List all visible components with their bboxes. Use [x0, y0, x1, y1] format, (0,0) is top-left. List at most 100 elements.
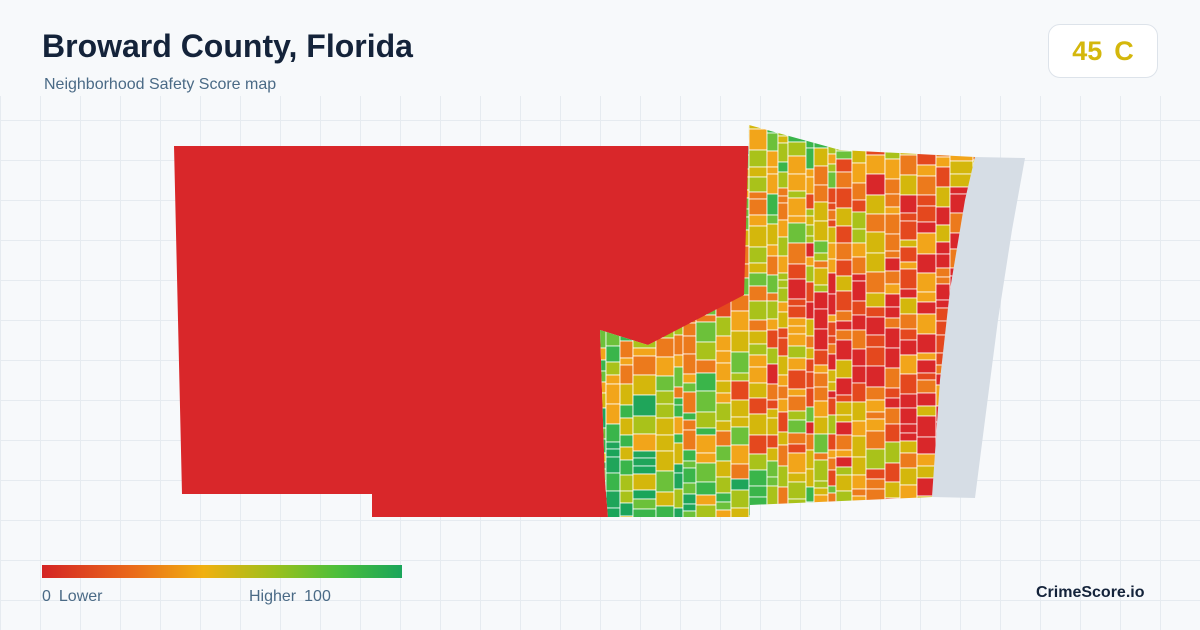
- census-tract[interactable]: [884, 327, 901, 349]
- census-tract[interactable]: [835, 359, 853, 379]
- census-tract[interactable]: [787, 155, 807, 175]
- census-tract[interactable]: [884, 122, 901, 141]
- census-tract[interactable]: [835, 414, 853, 423]
- census-tract[interactable]: [766, 417, 779, 436]
- census-tract[interactable]: [682, 382, 697, 393]
- census-tract[interactable]: [851, 211, 867, 230]
- census-tract[interactable]: [865, 173, 886, 196]
- census-tract[interactable]: [766, 399, 779, 410]
- census-tract[interactable]: [949, 122, 974, 142]
- census-tract[interactable]: [851, 495, 867, 505]
- census-tract[interactable]: [805, 468, 815, 488]
- census-tract[interactable]: [777, 444, 789, 467]
- census-tract[interactable]: [605, 403, 621, 425]
- census-tract[interactable]: [884, 347, 901, 369]
- census-tract[interactable]: [813, 480, 829, 489]
- census-tract[interactable]: [619, 357, 634, 366]
- census-tract[interactable]: [884, 139, 901, 160]
- census-tract[interactable]: [766, 485, 779, 506]
- census-tract[interactable]: [673, 366, 684, 388]
- census-tract[interactable]: [851, 256, 867, 275]
- census-tract[interactable]: [695, 494, 717, 506]
- census-tract[interactable]: [655, 390, 675, 405]
- census-tract[interactable]: [605, 122, 621, 134]
- census-tract[interactable]: [777, 398, 789, 413]
- census-tract[interactable]: [813, 139, 829, 149]
- west-region[interactable]: [174, 146, 749, 517]
- census-tract[interactable]: [777, 236, 789, 257]
- census-tract[interactable]: [787, 173, 807, 192]
- census-tract[interactable]: [673, 397, 684, 406]
- census-tract[interactable]: [916, 122, 937, 138]
- census-tract[interactable]: [884, 510, 901, 532]
- census-tract[interactable]: [766, 434, 779, 449]
- census-tract[interactable]: [787, 511, 807, 524]
- census-tract[interactable]: [865, 231, 886, 254]
- census-tract[interactable]: [972, 504, 982, 517]
- census-tract[interactable]: [673, 463, 684, 474]
- census-tract[interactable]: [695, 341, 717, 361]
- census-tract[interactable]: [766, 408, 779, 419]
- census-tract[interactable]: [805, 449, 815, 470]
- census-tract[interactable]: [777, 301, 789, 313]
- census-tract[interactable]: [899, 440, 918, 454]
- census-tract[interactable]: [899, 393, 918, 409]
- census-tract[interactable]: [805, 215, 815, 226]
- census-tract[interactable]: [899, 212, 918, 222]
- census-tract[interactable]: [777, 161, 789, 173]
- census-tract[interactable]: [899, 261, 918, 270]
- census-tract[interactable]: [619, 404, 634, 419]
- census-tract[interactable]: [715, 335, 732, 352]
- census-tract[interactable]: [851, 149, 867, 164]
- census-tract[interactable]: [884, 206, 901, 215]
- census-tract[interactable]: [605, 361, 621, 376]
- census-tract[interactable]: [787, 369, 807, 390]
- census-tract[interactable]: [805, 318, 815, 337]
- census-tract[interactable]: [598, 122, 607, 143]
- census-tract[interactable]: [813, 328, 829, 351]
- census-tract[interactable]: [787, 333, 807, 347]
- census-tract[interactable]: [813, 184, 829, 203]
- census-tract[interactable]: [813, 364, 829, 374]
- census-tract[interactable]: [935, 166, 951, 188]
- census-tract[interactable]: [766, 300, 779, 320]
- census-tract[interactable]: [715, 509, 732, 526]
- census-tract[interactable]: [748, 272, 768, 287]
- census-tract[interactable]: [777, 327, 789, 339]
- census-tract[interactable]: [835, 434, 853, 451]
- census-tract[interactable]: [813, 511, 829, 525]
- census-tract[interactable]: [605, 472, 621, 492]
- census-tract[interactable]: [682, 503, 697, 512]
- census-tract[interactable]: [766, 460, 779, 478]
- census-tract[interactable]: [851, 228, 867, 244]
- census-tract[interactable]: [827, 449, 837, 459]
- census-tract[interactable]: [916, 495, 937, 517]
- census-tract[interactable]: [787, 278, 807, 300]
- census-tract[interactable]: [777, 411, 789, 433]
- census-tract[interactable]: [777, 142, 789, 163]
- census-tract[interactable]: [777, 507, 789, 525]
- census-tract[interactable]: [805, 358, 815, 373]
- census-tract[interactable]: [827, 511, 837, 528]
- census-tract[interactable]: [695, 452, 717, 464]
- census-tract[interactable]: [682, 412, 697, 421]
- census-tract[interactable]: [884, 193, 901, 208]
- census-tract[interactable]: [827, 272, 837, 295]
- census-tract[interactable]: [787, 317, 807, 327]
- census-tract[interactable]: [916, 359, 937, 374]
- census-tract[interactable]: [827, 390, 837, 399]
- census-tract[interactable]: [916, 453, 937, 467]
- census-tract[interactable]: [633, 519, 656, 536]
- census-tract[interactable]: [805, 433, 815, 451]
- census-tract[interactable]: [673, 404, 684, 418]
- census-tract[interactable]: [827, 335, 837, 345]
- census-tract[interactable]: [715, 392, 732, 404]
- census-tract[interactable]: [935, 224, 951, 243]
- census-tract[interactable]: [632, 498, 657, 510]
- census-tract[interactable]: [748, 496, 768, 517]
- census-tract[interactable]: [865, 365, 886, 388]
- census-tract[interactable]: [884, 270, 901, 285]
- census-tract[interactable]: [949, 503, 974, 520]
- census-tract[interactable]: [813, 130, 829, 141]
- census-tract[interactable]: [827, 314, 837, 323]
